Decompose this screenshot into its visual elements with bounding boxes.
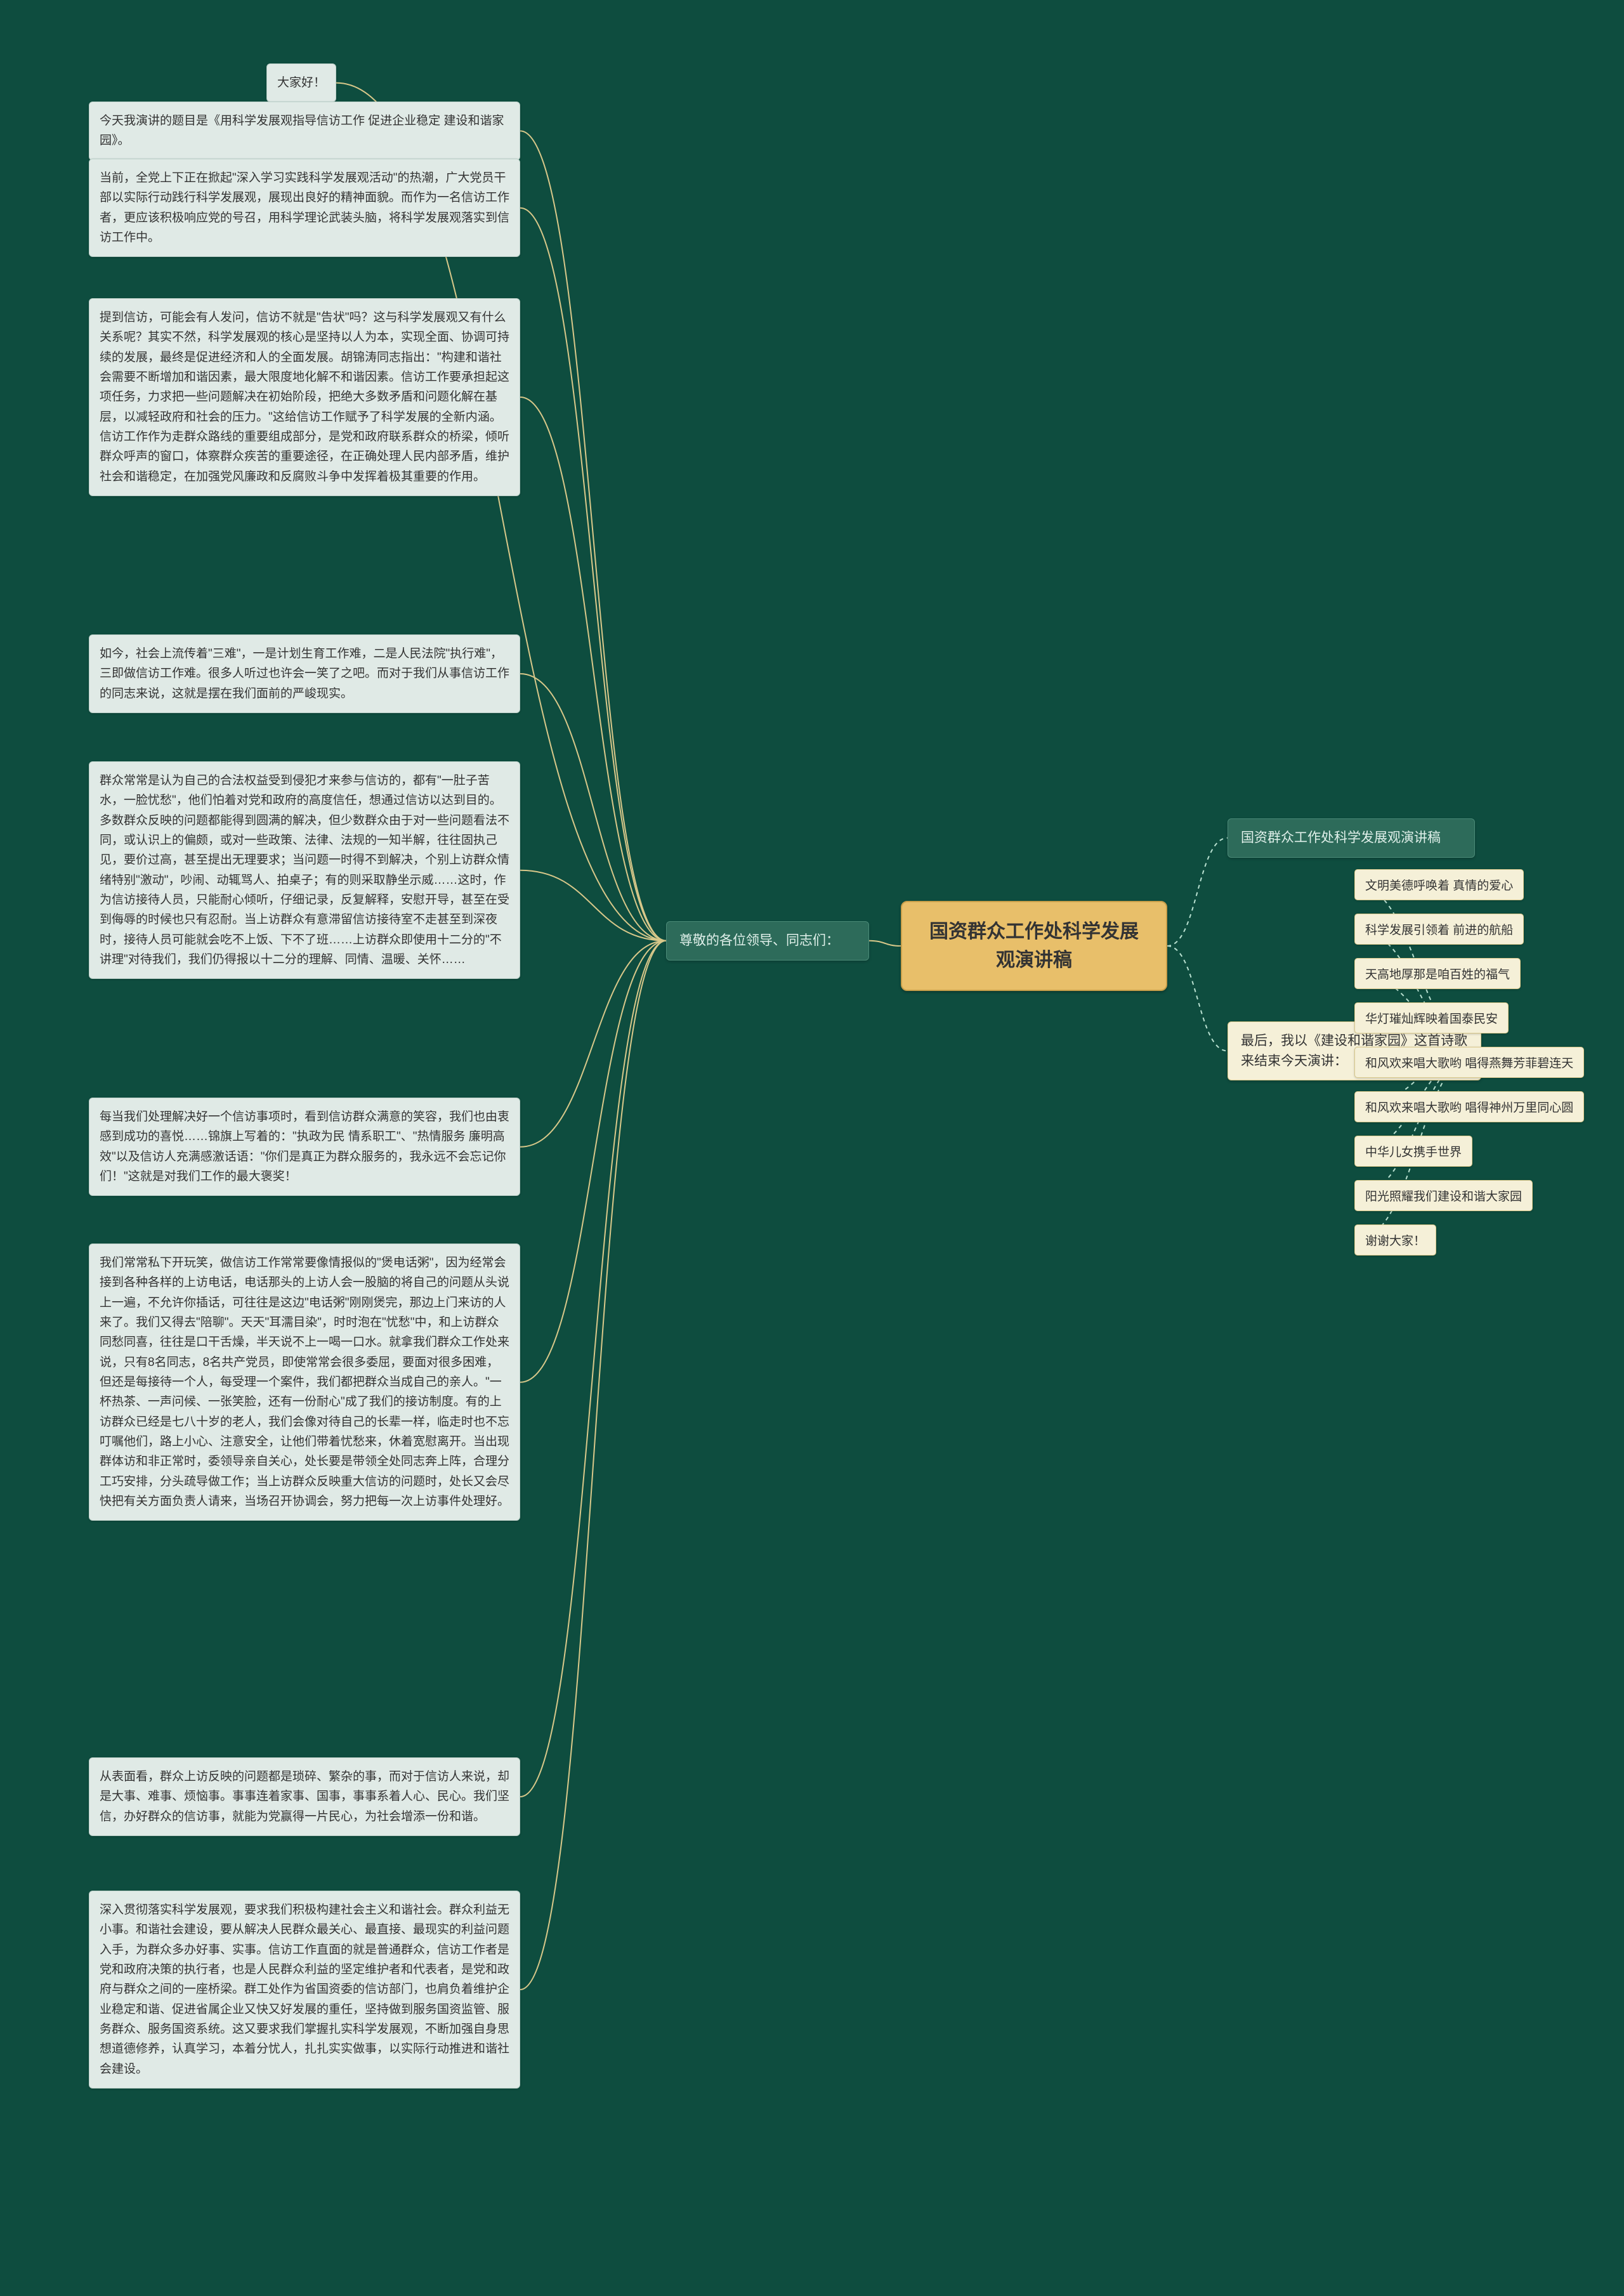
branch-2-label: 国资群众工作处科学发展观演讲稿 bbox=[1228, 818, 1475, 858]
text-block-6: 每当我们处理解决好一个信访事项时，看到信访群众满意的笑容，我们也由衷感到成功的喜… bbox=[89, 1098, 520, 1196]
poem-line-3: 华灯璀灿辉映着国泰民安 bbox=[1354, 1002, 1509, 1033]
poem-line-7: 阳光照耀我们建设和谐大家园 bbox=[1354, 1180, 1533, 1211]
text-block-4: 如今，社会上流传着"三难"，一是计划生育工作难，二是人民法院"执行难"，三即做信… bbox=[89, 634, 520, 713]
text-block-2: 当前，全党上下正在掀起"深入学习实践科学发展观活动"的热潮，广大党员干部以实际行… bbox=[89, 159, 520, 257]
root-node: 国资群众工作处科学发展观演讲稿 bbox=[901, 901, 1167, 991]
poem-line-6: 中华儿女携手世界 bbox=[1354, 1136, 1472, 1167]
text-block-3: 提到信访，可能会有人发问，信访不就是"告状"吗？这与科学发展观又有什么关系呢？其… bbox=[89, 298, 520, 496]
poem-line-0: 文明美德呼唤着 真情的爱心 bbox=[1354, 869, 1524, 900]
text-block-0: 大家好！ bbox=[266, 63, 336, 102]
text-block-5: 群众常常是认为自己的合法权益受到侵犯才来参与信访的，都有"一肚子苦水，一脸忧愁"… bbox=[89, 761, 520, 979]
poem-line-5: 和风欢来唱大歌哟 唱得神州万里同心圆 bbox=[1354, 1091, 1584, 1122]
text-block-9: 深入贯彻落实科学发展观，要求我们积极构建社会主义和谐社会。群众利益无小事。和谐社… bbox=[89, 1891, 520, 2089]
poem-line-1: 科学发展引领着 前进的航船 bbox=[1354, 914, 1524, 945]
branch-1-label: 尊敬的各位领导、同志们： bbox=[666, 921, 869, 961]
text-block-1: 今天我演讲的题目是《用科学发展观指导信访工作 促进企业稳定 建设和谐家园》。 bbox=[89, 102, 520, 161]
text-block-8: 从表面看，群众上访反映的问题都是琐碎、繁杂的事，而对于信访人来说，却是大事、难事… bbox=[89, 1757, 520, 1836]
poem-line-8: 谢谢大家！ bbox=[1354, 1224, 1436, 1256]
poem-line-4: 和风欢来唱大歌哟 唱得燕舞芳菲碧连天 bbox=[1354, 1047, 1584, 1078]
poem-line-2: 天高地厚那是咱百姓的福气 bbox=[1354, 958, 1521, 989]
text-block-7: 我们常常私下开玩笑，做信访工作常常要像情报似的"煲电话粥"，因为经常会接到各种各… bbox=[89, 1243, 520, 1521]
